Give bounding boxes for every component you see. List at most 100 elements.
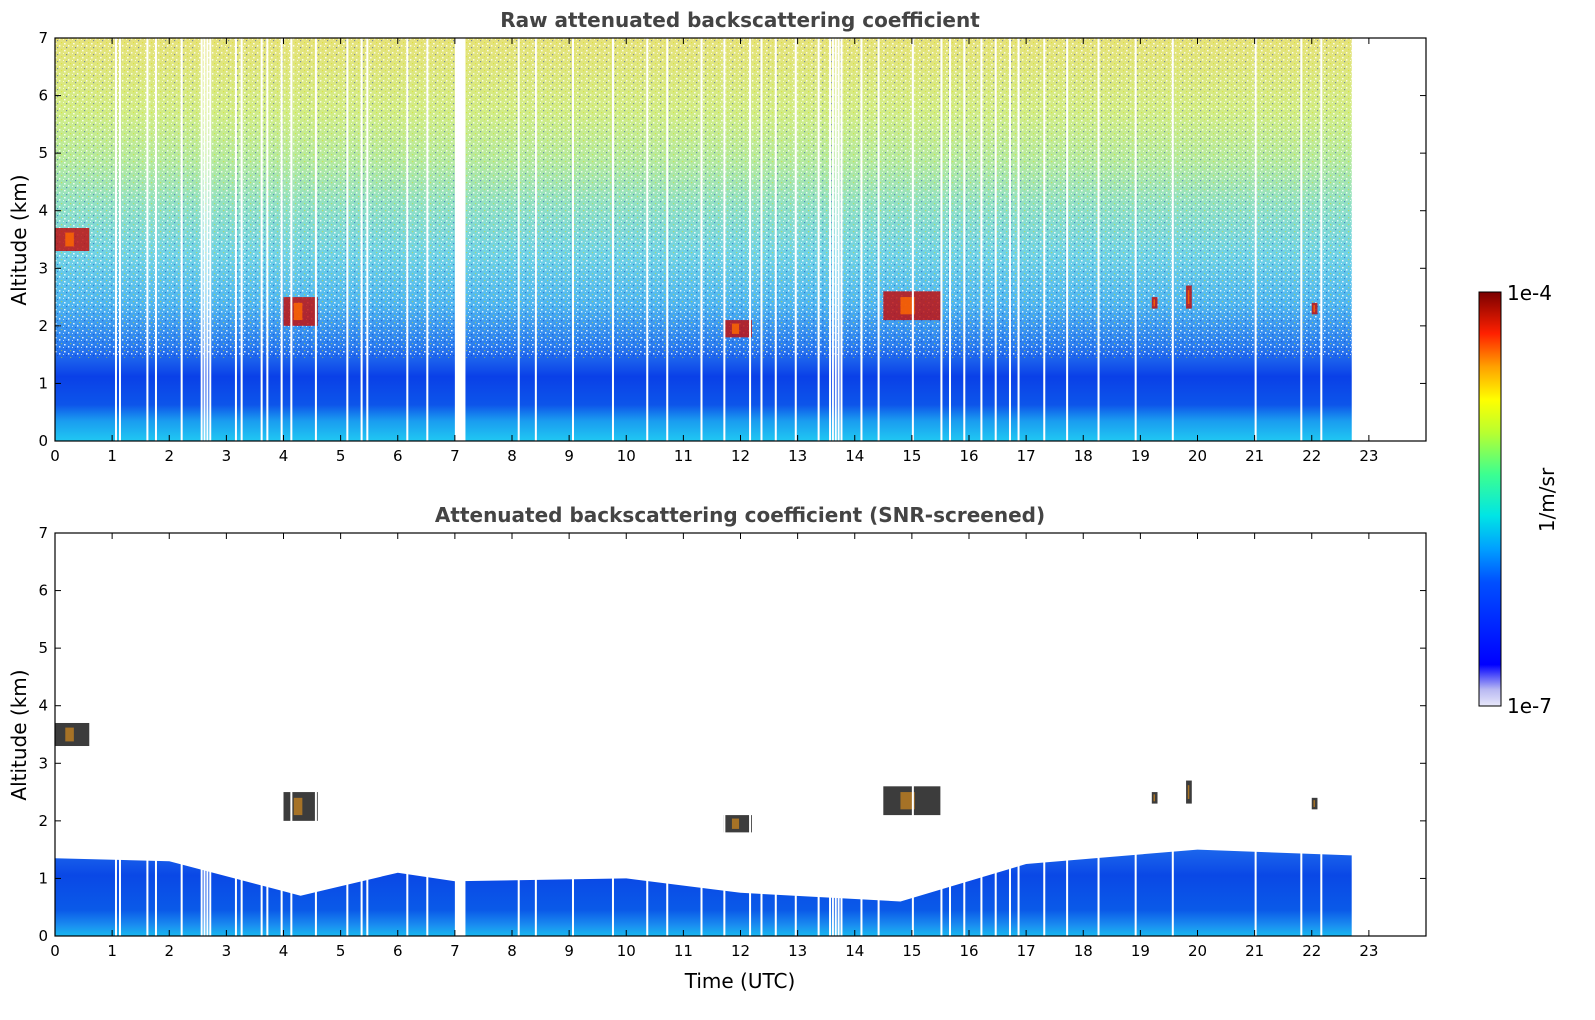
- x-tick-label: 8: [507, 942, 517, 960]
- x-tick-label: 0: [50, 942, 60, 960]
- y-tick-label: 6: [38, 582, 48, 600]
- data-gap: [406, 533, 409, 936]
- y-tick-label: 0: [38, 432, 48, 450]
- data-gap: [860, 533, 863, 936]
- x-tick-label: 10: [617, 942, 636, 960]
- y-tick-label: 4: [38, 697, 48, 715]
- x-tick-label: 5: [336, 447, 346, 465]
- cloud-core: [731, 323, 740, 334]
- data-gap: [426, 533, 429, 936]
- data-gap: [980, 38, 983, 441]
- x-tick-label: 14: [845, 447, 864, 465]
- data-gap: [461, 533, 464, 936]
- colorbar-min-label: 1e-7: [1507, 694, 1552, 718]
- data-gap: [234, 533, 237, 936]
- data-gap: [994, 533, 997, 936]
- cloud-core: [1187, 290, 1190, 304]
- x-tick-label: 12: [731, 942, 750, 960]
- data-gap: [406, 38, 409, 441]
- data-gap: [911, 38, 914, 441]
- data-gap: [203, 533, 206, 936]
- y-tick-label: 5: [38, 144, 48, 162]
- cloud-core: [731, 818, 740, 829]
- data-gap: [817, 533, 820, 936]
- data-gap: [154, 533, 157, 936]
- x-tick-label: 3: [222, 447, 232, 465]
- data-gap: [200, 38, 203, 441]
- data-gap: [1008, 38, 1011, 441]
- data-gap: [266, 533, 269, 936]
- data-gap: [206, 38, 209, 441]
- data-gap: [774, 38, 777, 441]
- snr-screened-panel: Attenuated backscattering coefficient (S…: [7, 503, 1427, 993]
- raw-noise-speckle: [55, 38, 1352, 358]
- data-gap: [534, 533, 537, 936]
- data-gap: [290, 38, 293, 441]
- x-tick-label: 23: [1359, 447, 1378, 465]
- data-gap: [794, 38, 797, 441]
- x-tick-label: 11: [674, 447, 693, 465]
- x-tick-label: 16: [959, 942, 978, 960]
- data-gap: [877, 38, 880, 441]
- data-gap: [760, 533, 763, 936]
- bottom-axes: 0 1 2 3 4 5 6 7 8 9 10 11 12 13 14 15 16 17 18 19 20 21 22 2301…: [38, 524, 1426, 960]
- data-gap: [1171, 533, 1174, 936]
- data-gap: [646, 38, 649, 441]
- cloud-core: [65, 727, 74, 742]
- data-gap: [829, 533, 832, 936]
- x-tick-label: 19: [1131, 942, 1150, 960]
- x-tick-label: 2: [164, 942, 174, 960]
- x-tick-label: 5: [336, 942, 346, 960]
- data-gap: [911, 533, 914, 936]
- data-gap: [114, 38, 117, 441]
- x-tick-label: 7: [450, 447, 460, 465]
- data-gap: [1008, 533, 1011, 936]
- x-tick-label: 13: [788, 942, 807, 960]
- data-gap: [829, 38, 832, 441]
- data-gap: [460, 533, 463, 936]
- data-gap: [280, 533, 283, 936]
- cloud-core: [900, 297, 915, 315]
- x-tick-label: 22: [1302, 942, 1321, 960]
- data-gap: [963, 38, 966, 441]
- data-gap: [831, 533, 834, 936]
- y-tick-label: 2: [38, 812, 48, 830]
- data-gap: [146, 533, 149, 936]
- x-tick-label: 17: [1017, 447, 1036, 465]
- data-gap: [1134, 38, 1137, 441]
- data-gap: [723, 533, 726, 936]
- data-gap: [700, 533, 703, 936]
- x-tick-label: 14: [845, 942, 864, 960]
- x-tick-label: 17: [1017, 942, 1036, 960]
- y-tick-label: 1: [38, 374, 48, 392]
- x-tick-label: 21: [1245, 447, 1264, 465]
- data-gap: [1097, 38, 1100, 441]
- x-tick-label: 7: [450, 942, 460, 960]
- data-gap: [209, 38, 212, 441]
- data-gap: [749, 533, 752, 936]
- top-cloud-layer-group: [55, 227, 1318, 338]
- data-gap: [666, 533, 669, 936]
- colorbar-unit-label: 1/m/sr: [1535, 467, 1559, 532]
- data-gap: [314, 38, 317, 441]
- y-tick-label: 4: [38, 202, 48, 220]
- x-tick-label: 20: [1188, 942, 1207, 960]
- data-gap: [994, 38, 997, 441]
- data-gap: [1254, 38, 1257, 441]
- data-gap: [456, 533, 459, 936]
- data-gap: [723, 38, 726, 441]
- x-tick-label: 15: [902, 942, 921, 960]
- data-gap: [1171, 38, 1174, 441]
- x-tick-label: 18: [1074, 447, 1093, 465]
- data-gap: [963, 533, 966, 936]
- data-gap: [454, 533, 457, 936]
- colorbar-gradient: [1478, 291, 1502, 707]
- data-gap: [1320, 533, 1323, 936]
- x-tick-label: 11: [674, 942, 693, 960]
- data-gap: [118, 38, 121, 441]
- data-gap: [280, 38, 283, 441]
- data-gap: [360, 533, 363, 936]
- y-tick-label: 2: [38, 317, 48, 335]
- y-tick-label: 6: [38, 87, 48, 105]
